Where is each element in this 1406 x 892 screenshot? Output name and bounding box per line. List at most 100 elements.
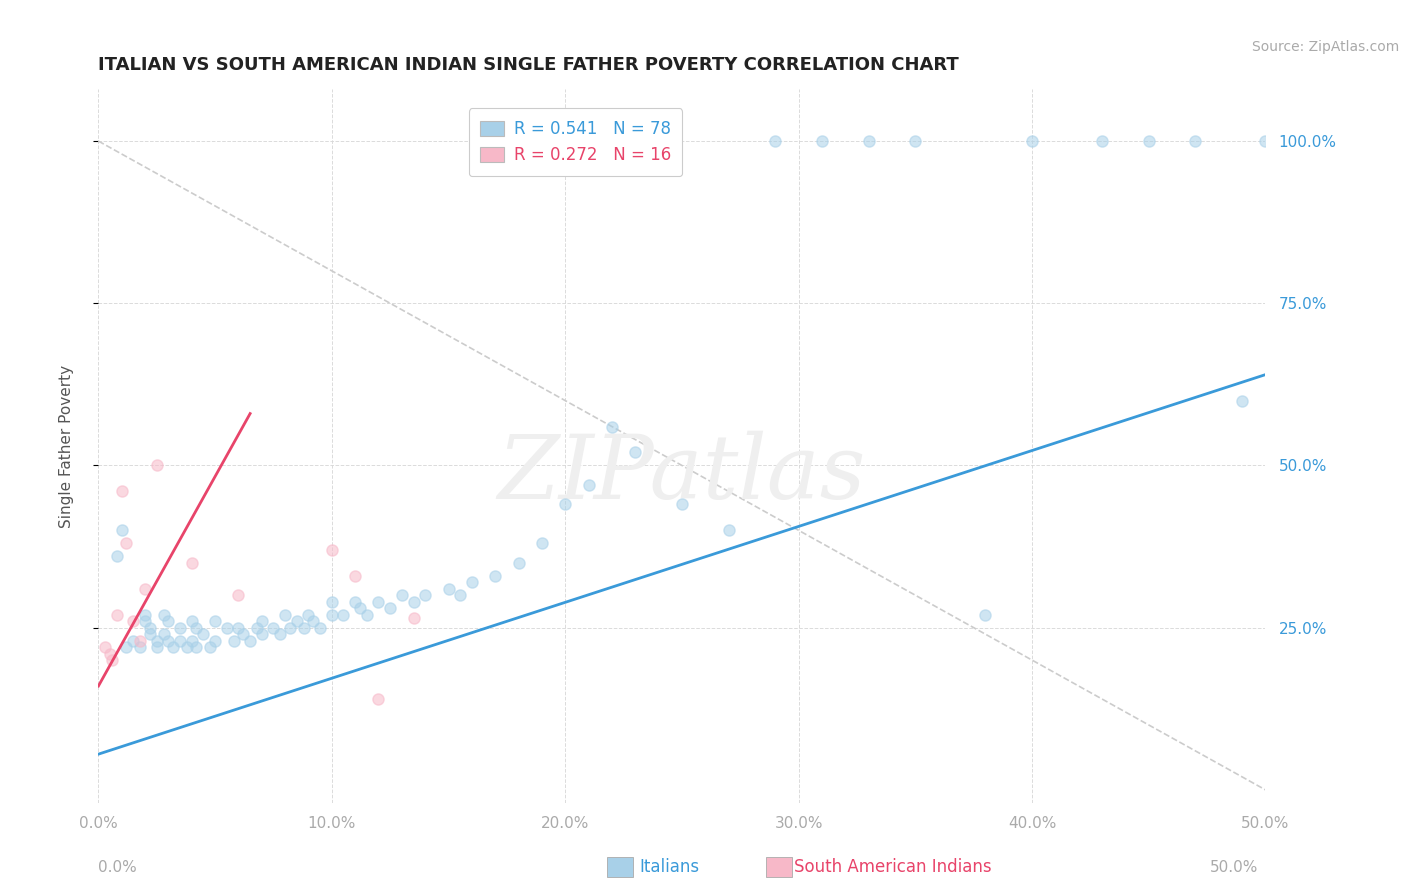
Point	[1184, 134, 1206, 148]
Bar	[607, 857, 633, 877]
Point	[554, 497, 576, 511]
Point	[232, 627, 254, 641]
Point	[139, 627, 162, 641]
Point	[600, 419, 623, 434]
Point	[449, 588, 471, 602]
Point	[186, 621, 208, 635]
Legend: R = 0.541   N = 78, R = 0.272   N = 16: R = 0.541 N = 78, R = 0.272 N = 16	[468, 108, 682, 176]
Point	[222, 633, 245, 648]
Point	[139, 621, 162, 635]
Point	[193, 627, 215, 641]
Point	[302, 614, 325, 628]
Point	[152, 607, 174, 622]
Point	[402, 595, 425, 609]
Point	[101, 653, 124, 667]
Point	[356, 607, 378, 622]
Point	[228, 621, 250, 635]
Point	[162, 640, 184, 654]
Point	[321, 542, 343, 557]
Point	[180, 633, 202, 648]
Point	[309, 621, 332, 635]
Point	[858, 134, 880, 148]
Point	[146, 633, 169, 648]
Point	[129, 633, 152, 648]
Point	[122, 614, 145, 628]
Point	[134, 614, 156, 628]
Point	[904, 134, 927, 148]
Point	[763, 134, 786, 148]
Point	[530, 536, 553, 550]
Point	[169, 621, 191, 635]
Point	[239, 633, 262, 648]
Point	[157, 633, 180, 648]
Point	[186, 640, 208, 654]
Point	[344, 595, 367, 609]
Point	[115, 536, 138, 550]
Text: ITALIAN VS SOUTH AMERICAN INDIAN SINGLE FATHER POVERTY CORRELATION CHART: ITALIAN VS SOUTH AMERICAN INDIAN SINGLE …	[98, 56, 959, 74]
Point	[367, 692, 389, 706]
Point	[402, 611, 425, 625]
Point	[297, 607, 319, 622]
Point	[204, 614, 226, 628]
Text: Source: ZipAtlas.com: Source: ZipAtlas.com	[1251, 40, 1399, 54]
Point	[105, 549, 128, 564]
Point	[262, 621, 284, 635]
Point	[204, 633, 226, 648]
Point	[1021, 134, 1043, 148]
Point	[146, 458, 169, 473]
Point	[180, 556, 202, 570]
Point	[292, 621, 315, 635]
Point	[321, 607, 343, 622]
Point	[274, 607, 297, 622]
Point	[508, 556, 530, 570]
Point	[215, 621, 238, 635]
Point	[811, 134, 834, 148]
Point	[1137, 134, 1160, 148]
Text: ZIPatlas: ZIPatlas	[498, 431, 866, 518]
Point	[176, 640, 198, 654]
Point	[437, 582, 460, 596]
Point	[94, 640, 117, 654]
Point	[413, 588, 436, 602]
Text: South American Indians: South American Indians	[794, 858, 993, 876]
Point	[180, 614, 202, 628]
Point	[321, 595, 343, 609]
Point	[134, 607, 156, 622]
Point	[278, 621, 301, 635]
Point	[115, 640, 138, 654]
Point	[250, 627, 273, 641]
Point	[671, 497, 693, 511]
Text: 50.0%: 50.0%	[1211, 860, 1258, 874]
Point	[380, 601, 402, 615]
Point	[246, 621, 269, 635]
Text: 0.0%: 0.0%	[98, 860, 138, 874]
Point	[624, 445, 647, 459]
Y-axis label: Single Father Poverty: Single Father Poverty	[59, 365, 75, 527]
Text: Italians: Italians	[640, 858, 700, 876]
Point	[200, 640, 222, 654]
Point	[349, 601, 371, 615]
Point	[391, 588, 413, 602]
Point	[250, 614, 273, 628]
Point	[98, 647, 121, 661]
Point	[1230, 393, 1253, 408]
Point	[578, 478, 600, 492]
Point	[169, 633, 191, 648]
Point	[129, 640, 152, 654]
Point	[484, 568, 506, 582]
Point	[367, 595, 389, 609]
Point	[285, 614, 308, 628]
Point	[1091, 134, 1114, 148]
Bar	[766, 857, 792, 877]
Point	[344, 568, 367, 582]
Point	[122, 633, 145, 648]
Point	[228, 588, 250, 602]
Point	[332, 607, 354, 622]
Point	[111, 484, 134, 499]
Point	[111, 524, 134, 538]
Point	[974, 607, 997, 622]
Point	[157, 614, 180, 628]
Point	[146, 640, 169, 654]
Point	[105, 607, 128, 622]
Point	[134, 582, 156, 596]
